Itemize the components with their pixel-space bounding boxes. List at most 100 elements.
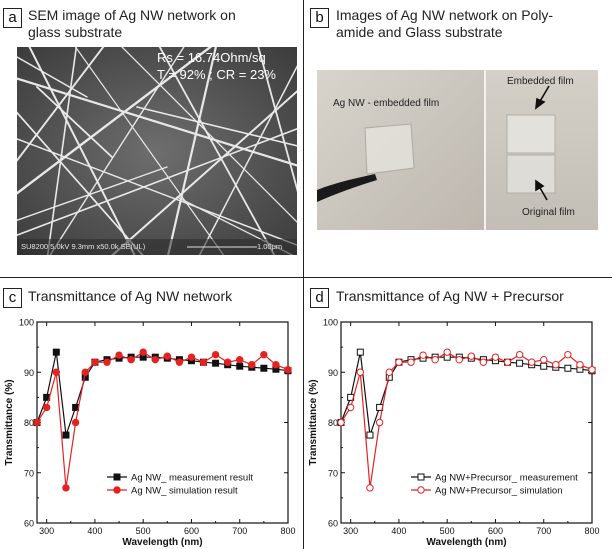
- panel-b-badge: b: [310, 8, 329, 28]
- chart-d-series-1-point: [479, 358, 488, 366]
- chart-c-legend-marker-1: [113, 486, 121, 494]
- embedded-film-left-label: Ag NW - embedded film: [333, 98, 440, 109]
- chart-c-legend-label-1: Ag NW_ simulation result: [131, 486, 238, 497]
- panel-a-title-line1: SEM image of Ag NW network on: [28, 7, 236, 23]
- chart-c-series-1-point: [62, 484, 70, 492]
- chart-c-series-1-point: [103, 358, 111, 366]
- chart-d-series-1-point: [540, 355, 548, 364]
- chart-d-series-1-point: [395, 358, 403, 366]
- chart-c-x-tick-label: 700: [232, 526, 247, 536]
- panel-d-badge: d: [310, 288, 329, 308]
- sem-nanowire-texture: [17, 47, 297, 255]
- chart-d-x-tick-label: 400: [391, 526, 406, 536]
- chart-d-series-0-point: [540, 362, 548, 370]
- chart-c-y-tick-label: 80: [24, 418, 34, 428]
- embedded-film-label: Embedded film: [507, 76, 574, 87]
- chart-c-series-0-point: [52, 348, 60, 356]
- chart-c-series-1-point: [33, 418, 41, 427]
- chart-d-series-1-point: [467, 352, 476, 360]
- chart-d-series-1-point: [431, 355, 439, 364]
- panel-c-title: Transmittance of Ag NW network: [28, 288, 233, 304]
- sheet-resistance-label: Rs = 16.74Ohm/sq: [157, 50, 266, 65]
- chart-c-series-1-point: [199, 358, 208, 366]
- chart-c-y-tick-label: 70: [24, 468, 34, 478]
- chart-d-series-0-point: [356, 348, 364, 356]
- chart-d-legend-label-1: Ag NW+Precursor_ simulation: [435, 486, 563, 497]
- chart-c-series-1-point: [187, 353, 196, 361]
- chart-c-series-1-point: [272, 361, 280, 369]
- chart-c-y-axis-label: Transmittance (%): [4, 379, 15, 465]
- chart-d-y-axis-label: Transmittance (%): [308, 379, 319, 465]
- chart-c-x-tick-label: 800: [280, 526, 295, 536]
- chart-c-series-1-point: [236, 355, 244, 364]
- chart-c-series-1-point: [211, 350, 220, 359]
- chart-d-series-0-point: [366, 431, 374, 439]
- panel-c-badge: c: [3, 288, 22, 308]
- chart-c-series-1-point: [260, 350, 268, 359]
- chart-c-series-1-point: [71, 418, 80, 427]
- original-film-label: Original film: [522, 207, 575, 218]
- chart-d-series-1-point: [375, 418, 384, 427]
- chart-d-series-1-point: [455, 355, 463, 364]
- chart-d-y-tick-label: 80: [328, 418, 338, 428]
- sem-scale-label: 1.00μm: [257, 242, 283, 251]
- panel-b-title-line1: Images of Ag NW network on Poly-: [336, 7, 554, 23]
- chart-c-x-tick-label: 500: [136, 526, 151, 536]
- chart-c-y-tick-label: 90: [24, 368, 34, 378]
- chart-d-x-tick-label: 700: [536, 526, 551, 536]
- vertical-divider: [303, 0, 304, 549]
- chart-d-series-1-point: [576, 361, 584, 369]
- chart-c-x-axis-label: Wavelength (nm): [122, 537, 202, 548]
- chart-d-series-1-point: [552, 361, 560, 369]
- chart-d-legend-marker-0: [417, 473, 425, 481]
- chart-c-series-1-point: [42, 403, 51, 412]
- chart-c-series-1-point: [284, 366, 292, 374]
- chart-c-y-tick-label: 60: [24, 519, 34, 529]
- horizontal-divider: [0, 277, 612, 278]
- chart-c-y-tick-label: 100: [19, 318, 34, 328]
- chart-d-series-1-point: [366, 484, 374, 492]
- chart-d-x-tick-label: 800: [584, 526, 599, 536]
- chart-d-x-tick-label: 300: [343, 526, 358, 536]
- chart-d-series-0-point: [516, 359, 524, 367]
- chart-d-x-tick-label: 600: [488, 526, 503, 536]
- chart-d-series-1-point: [337, 418, 345, 427]
- chart-c-series-0-point: [236, 362, 244, 370]
- chart-d-series-1-point: [588, 366, 596, 374]
- chart-d-y-tick-label: 60: [328, 519, 338, 529]
- chart-d-series-1-point: [356, 368, 365, 376]
- chart-d-series-1-point: [564, 350, 572, 359]
- chart-d-legend-marker-1: [417, 486, 425, 494]
- chart-c-legend-label-0: Ag NW_ measurement result: [131, 473, 253, 484]
- film-photo: Ag NW - embedded film Embedded film Orig…: [317, 70, 598, 230]
- chart-c-series-1-point: [81, 368, 89, 376]
- chart-c-series-1-point: [151, 355, 159, 364]
- chart-c-series-0-point: [62, 431, 70, 439]
- chart-d-series-0-point: [564, 364, 572, 372]
- chart-c-series-1-point: [163, 352, 172, 360]
- chart-c-series-0-point: [260, 364, 268, 372]
- chart-c-x-tick-label: 600: [184, 526, 199, 536]
- panel-a-badge: a: [3, 8, 22, 28]
- chart-c-legend-marker-0: [113, 473, 121, 481]
- chart-c-x-tick-label: 400: [87, 526, 102, 536]
- chart-c: 60 70 80 90 100 300 400 500 600 700 800 Wavelength …: [4, 318, 296, 549]
- chart-c-series-1-point: [127, 355, 135, 364]
- panel-b-title-line2: amide and Glass substrate: [336, 24, 503, 40]
- panel-a-title-line2: glass substrate: [28, 24, 123, 40]
- chart-d-series-1-point: [515, 350, 524, 359]
- panel-b-title: Images of Ag NW network on Poly- amide a…: [336, 7, 553, 41]
- chart-c-series-1-point: [91, 358, 99, 366]
- transmittance-cr-label: T = 92% ; CR = 23%: [157, 67, 276, 82]
- chart-c-series-0-point: [212, 359, 220, 367]
- chart-d-y-tick-label: 100: [323, 318, 338, 328]
- chart-d-series-1-point: [407, 358, 415, 366]
- chart-d-legend-label-0: Ag NW+Precursor_ measurement: [435, 473, 578, 484]
- chart-d-series-1-point: [443, 348, 451, 356]
- chart-c-series-1-point: [52, 368, 61, 376]
- chart-d-y-tick-label: 90: [328, 368, 338, 378]
- chart-c-series-1-point: [223, 358, 232, 366]
- chart-d: 60 70 80 90 100 300 400 500 600 700 800 Wavelength …: [308, 318, 600, 549]
- chart-d-x-tick-label: 500: [440, 526, 455, 536]
- chart-d-series-1-point: [346, 403, 355, 412]
